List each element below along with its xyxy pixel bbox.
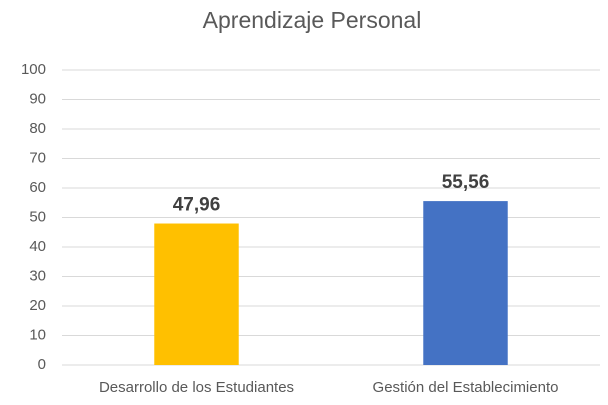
data-label: 55,56 (442, 172, 490, 193)
bar (154, 223, 239, 365)
y-tick-label: 10 (29, 326, 46, 343)
y-tick-label: 90 (29, 90, 46, 107)
y-tick-label: 70 (29, 149, 46, 166)
data-label: 47,96 (173, 195, 221, 216)
y-tick-label: 50 (29, 208, 46, 225)
chart-title: Aprendizaje Personal (203, 7, 422, 33)
y-tick-label: 100 (21, 61, 46, 78)
y-tick-label: 30 (29, 267, 46, 284)
y-tick-label: 0 (38, 356, 46, 373)
x-tick-label: Desarrollo de los Estudiantes (99, 379, 294, 396)
y-tick-label: 80 (29, 120, 46, 137)
y-tick-label: 20 (29, 297, 46, 314)
x-tick-label: Gestión del Establecimiento (373, 379, 559, 396)
y-tick-label: 40 (29, 238, 46, 255)
y-tick-label: 60 (29, 179, 46, 196)
bar (423, 201, 508, 365)
